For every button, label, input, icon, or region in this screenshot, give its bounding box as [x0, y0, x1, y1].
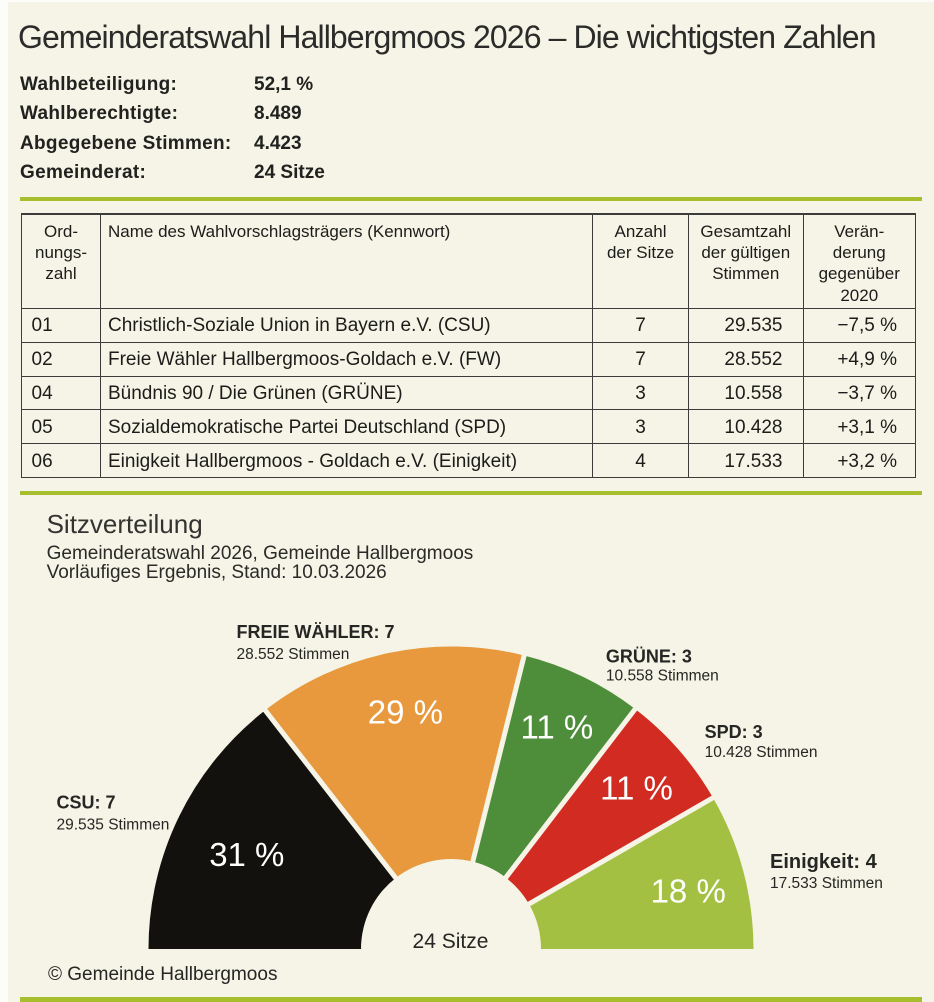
- svg-text:11 %: 11 %: [600, 769, 673, 806]
- svg-text:11 %: 11 %: [521, 709, 594, 746]
- svg-text:GRÜNE: 3: GRÜNE: 3: [606, 647, 692, 667]
- svg-text:17.533 Stimmen: 17.533 Stimmen: [770, 875, 883, 892]
- svg-text:18 %: 18 %: [651, 872, 726, 909]
- svg-text:10.558 Stimmen: 10.558 Stimmen: [606, 668, 719, 685]
- svg-text:Einigkeit: 4: Einigkeit: 4: [770, 851, 878, 873]
- svg-text:CSU: 7: CSU: 7: [57, 793, 116, 813]
- svg-text:28.552 Stimmen: 28.552 Stimmen: [237, 646, 350, 663]
- svg-text:29 %: 29 %: [368, 693, 443, 730]
- svg-text:29.535 Stimmen: 29.535 Stimmen: [57, 817, 170, 834]
- svg-text:24 Sitze: 24 Sitze: [413, 930, 489, 953]
- svg-text:SPD: 3: SPD: 3: [705, 722, 763, 742]
- svg-text:FREIE WÄHLER: 7: FREIE WÄHLER: 7: [237, 622, 395, 642]
- svg-text:31 %: 31 %: [209, 836, 284, 873]
- svg-text:© Gemeinde Hallbergmoos: © Gemeinde Hallbergmoos: [48, 964, 277, 985]
- svg-text:10.428 Stimmen: 10.428 Stimmen: [705, 744, 818, 761]
